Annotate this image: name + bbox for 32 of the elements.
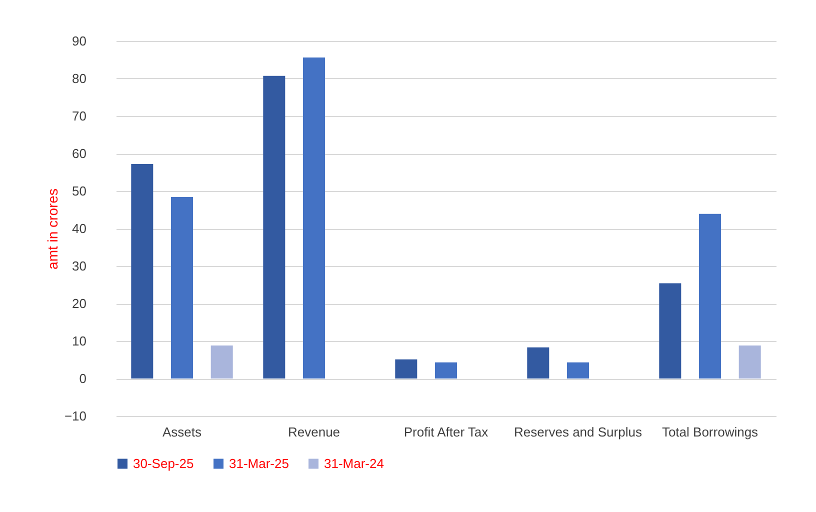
bar [527, 347, 550, 378]
bar [131, 164, 154, 378]
x-tick-label: Revenue [288, 424, 340, 440]
x-tick-label: Total Borrowings [662, 424, 759, 440]
y-tick-label: 90 [72, 34, 86, 48]
y-axis-title: amt in crores [44, 188, 60, 270]
bar [210, 346, 233, 378]
legend-label: 31-Mar-24 [324, 456, 384, 471]
bar [738, 346, 761, 378]
y-tick-label: 60 [72, 146, 86, 161]
y-tick-label: −10 [64, 408, 86, 424]
bar [435, 362, 457, 378]
bar [659, 283, 682, 378]
bar [263, 76, 286, 378]
x-tick-label: Reserves and Surplus [514, 424, 642, 440]
y-tick-label: 20 [72, 296, 86, 311]
y-tick-label: 0 [79, 371, 86, 386]
y-tick-label: 10 [72, 334, 86, 348]
y-tick-label: 30 [72, 258, 86, 274]
y-tick-label: 50 [72, 184, 86, 198]
bar [567, 362, 589, 378]
y-tick-label: 40 [72, 221, 86, 236]
legend-label: 31-Mar-25 [229, 456, 289, 471]
y-tick-label: 80 [72, 71, 86, 86]
x-tick-label: Assets [162, 424, 202, 440]
bar [699, 214, 721, 378]
bar [171, 197, 193, 378]
x-tick-label: Profit After Tax [404, 424, 489, 440]
y-tick-label: 70 [72, 108, 86, 124]
legend-label: 30-Sep-25 [133, 456, 194, 471]
bar [395, 359, 418, 378]
bar [303, 58, 325, 378]
